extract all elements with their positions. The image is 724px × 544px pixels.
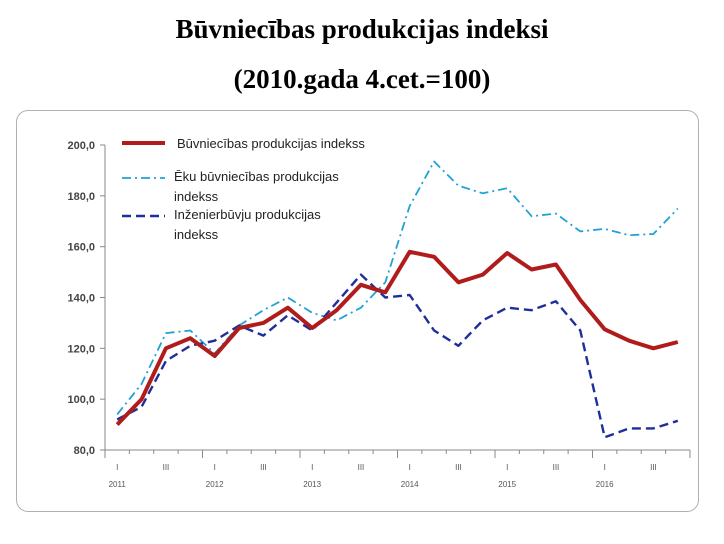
x-year-label: 2012 xyxy=(206,480,224,489)
legend-label-2: indekss xyxy=(174,189,219,204)
legend-label-3: Inženierbūvju produkcijas xyxy=(174,207,321,222)
y-tick-label: 120,0 xyxy=(67,343,95,355)
legend-label-3: indekss xyxy=(174,227,219,242)
x-year-label: 2013 xyxy=(303,480,321,489)
x-quarter-label: I xyxy=(116,463,118,472)
y-tick-label: 160,0 xyxy=(67,242,95,254)
y-tick-label: 200,0 xyxy=(67,140,95,152)
y-tick-label: 100,0 xyxy=(67,394,95,406)
x-quarter-label: I xyxy=(604,463,606,472)
x-quarter-label: III xyxy=(260,463,267,472)
y-tick-label: 80,0 xyxy=(74,445,95,457)
chart-title: Būvniecības produkcijas indeksi xyxy=(175,14,549,44)
x-quarter-label: III xyxy=(455,463,462,472)
x-quarter-label: III xyxy=(163,463,170,472)
legend-label-1: Būvniecības produkcijas indekss xyxy=(177,136,365,151)
x-quarter-label: III xyxy=(358,463,365,472)
x-quarter-label: I xyxy=(409,463,411,472)
x-quarter-label: I xyxy=(506,463,508,472)
y-tick-label: 180,0 xyxy=(67,191,95,203)
chart-subtitle: (2010.gada 4.cet.=100) xyxy=(233,64,491,94)
x-year-label: 2014 xyxy=(401,480,419,489)
x-year-label: 2011 xyxy=(109,480,127,489)
x-year-label: 2016 xyxy=(596,480,614,489)
y-tick-label: 140,0 xyxy=(67,293,95,305)
x-year-label: 2015 xyxy=(498,480,516,489)
x-quarter-label: I xyxy=(214,463,216,472)
legend-label-2: Ēku būvniecības produkcijas xyxy=(174,169,339,184)
chart-frame xyxy=(16,110,699,512)
x-quarter-label: III xyxy=(553,463,560,472)
series-line-1 xyxy=(115,249,679,426)
series-line-2 xyxy=(116,160,679,415)
x-quarter-label: III xyxy=(650,463,657,472)
series-line-3 xyxy=(116,273,679,439)
x-quarter-label: I xyxy=(311,463,313,472)
